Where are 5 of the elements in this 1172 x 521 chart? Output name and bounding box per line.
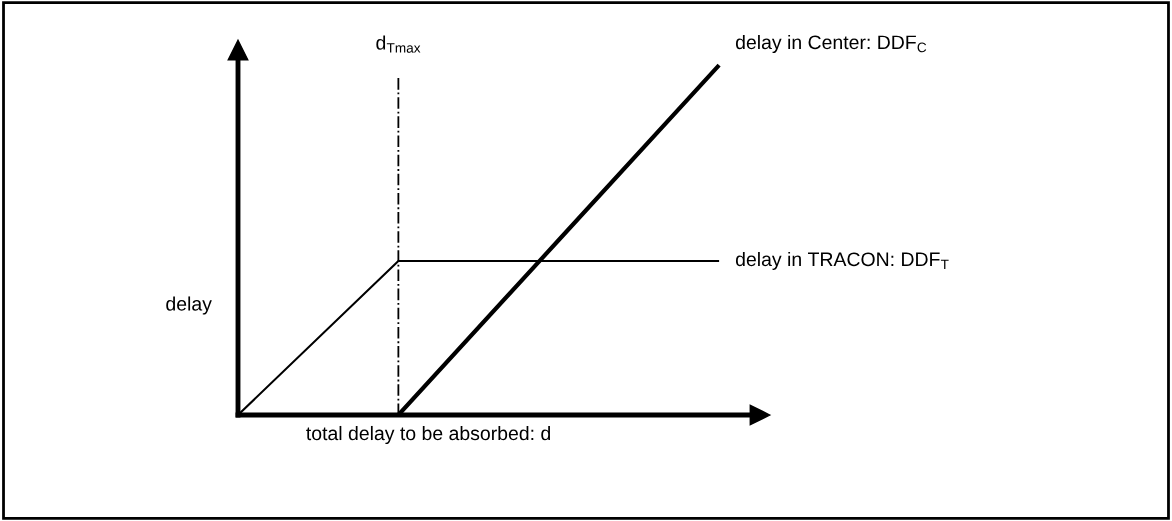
text: d$_{Tmax}$ bbox=[376, 35, 421, 53]
x-axis-title: total delay to be absorbed: d bbox=[306, 425, 550, 445]
series-label: delay in TRACON: DDF$_{T}$ bbox=[735, 251, 949, 271]
y-axis-title: delay bbox=[166, 296, 212, 315]
series-label: delay in Center: DDF$_{C}$ bbox=[735, 34, 927, 54]
